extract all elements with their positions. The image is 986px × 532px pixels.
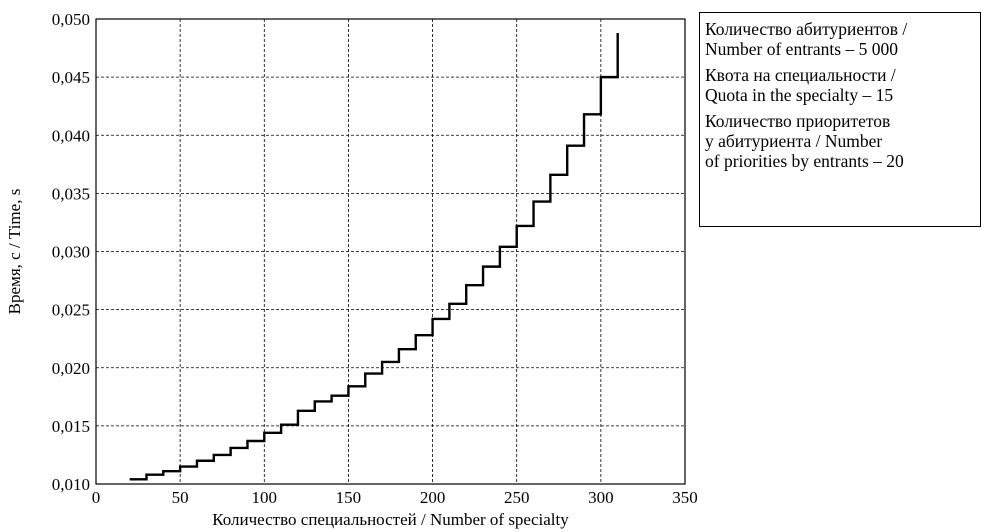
grid-lines	[96, 19, 685, 484]
legend-entry-quota: Квота на специальности / Quota in the sp…	[705, 65, 896, 105]
x-tick-label: 200	[420, 488, 446, 507]
series-layer	[129, 32, 619, 481]
y-axis-ticks: 0,010 0,015 0,020 0,025 0,030 0,035 0,040 0,045…	[52, 10, 90, 494]
x-tick-label: 300	[588, 488, 614, 507]
series-step-line	[129, 32, 619, 481]
legend-entry-entrants: Количество абитуриентов / Number of entr…	[705, 19, 908, 59]
y-tick-label: 0,015	[52, 417, 90, 436]
y-tick-label: 0,025	[52, 301, 90, 320]
x-axis-title: Количество специальностей / Number of sp…	[212, 510, 569, 529]
x-tick-label: 150	[336, 488, 362, 507]
y-tick-label: 0,020	[52, 359, 90, 378]
x-tick-label: 350	[672, 488, 698, 507]
x-tick-label: 50	[172, 488, 189, 507]
legend-entry-priorities: Количество приоритетов у абитуриента / N…	[705, 111, 904, 171]
x-tick-label: 250	[504, 488, 530, 507]
y-tick-label: 0,045	[52, 68, 90, 87]
y-tick-label: 0,040	[52, 126, 90, 145]
legend: Количество абитуриентов / Number of entr…	[699, 12, 981, 227]
plot-area-frame	[95, 18, 686, 485]
y-tick-label: 0,030	[52, 243, 90, 262]
x-tick-label: 100	[252, 488, 278, 507]
x-tick-label: 0	[92, 488, 101, 507]
y-tick-label: 0,050	[52, 10, 90, 29]
y-tick-label: 0,010	[52, 475, 90, 494]
x-axis-ticks: 0 50 100 150 200 250 300 350	[92, 488, 698, 507]
y-axis-title: Время, с / Time, s	[5, 189, 24, 315]
y-tick-label: 0,035	[52, 184, 90, 203]
